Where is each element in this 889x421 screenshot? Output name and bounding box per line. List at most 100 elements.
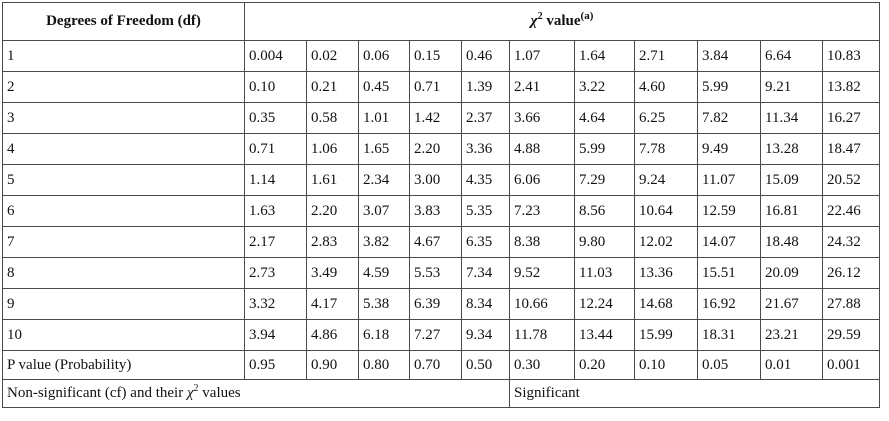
chi-value-cell: 4.35	[461, 164, 510, 196]
chi-value-cell: 2.20	[409, 133, 462, 165]
chi-value-cell: 15.51	[697, 257, 761, 289]
table-row: 5 1.14 1.61 2.34 3.00 4.35 6.06 7.29 9.24 11.07 15…	[2, 164, 880, 196]
chi-value-cell: 1.64	[574, 40, 635, 72]
chi-value-cell: 13.82	[822, 71, 880, 103]
chi-value-cell: 6.39	[409, 288, 462, 320]
chi-value-cell: 0.58	[306, 102, 359, 134]
chi-value-cell: 7.78	[634, 133, 698, 165]
chi-value-cell: 1.61	[306, 164, 359, 196]
chi-value-cell: 6.64	[760, 40, 823, 72]
chi-value-cell: 1.14	[244, 164, 307, 196]
chi-value-cell: 10.83	[822, 40, 880, 72]
chi-value-cell: 5.53	[409, 257, 462, 289]
non-significant-text: Non-significant (cf) and their	[7, 385, 187, 401]
table-row: 1 0.004 0.02 0.06 0.15 0.46 1.07 1.64 2.71 3.84 6.…	[2, 40, 880, 72]
chi-value-cell: 9.21	[760, 71, 823, 103]
p-value-cell: 0.80	[358, 350, 410, 380]
chi-value-cell: 11.03	[574, 257, 635, 289]
chi-value-cell: 0.15	[409, 40, 462, 72]
chi-value-cell: 0.45	[358, 71, 410, 103]
p-value-cell: 0.01	[760, 350, 823, 380]
df-cell: 3	[2, 102, 245, 134]
chi-value-cell: 2.37	[461, 102, 510, 134]
table-row: 10 3.94 4.86 6.18 7.27 9.34 11.78 13.44 15.99 18.…	[2, 319, 880, 351]
chi-value-cell: 2.83	[306, 226, 359, 258]
chi-value-cell: 1.42	[409, 102, 462, 134]
chi-value-cell: 16.81	[760, 195, 823, 227]
df-cell: 8	[2, 257, 245, 289]
chi-value-cell: 6.25	[634, 102, 698, 134]
chi-value-cell: 1.63	[244, 195, 307, 227]
p-value-cell: 0.70	[409, 350, 462, 380]
chi-value-cell: 4.59	[358, 257, 410, 289]
non-significant-tail: values	[198, 385, 241, 401]
header-row: Degrees of Freedom (df) χ2 value(a)	[2, 2, 880, 41]
chi-value-cell: 22.46	[822, 195, 880, 227]
chi-value-cell: 5.99	[574, 133, 635, 165]
chi-value-cell: 7.29	[574, 164, 635, 196]
table-row: 6 1.63 2.20 3.07 3.83 5.35 7.23 8.56 10.64 12.59 1…	[2, 195, 880, 227]
chi-value-cell: 4.17	[306, 288, 359, 320]
chi-value-cell: 18.47	[822, 133, 880, 165]
chi-value-cell: 1.65	[358, 133, 410, 165]
chi-value-cell: 0.02	[306, 40, 359, 72]
chi-value-cell: 4.86	[306, 319, 359, 351]
chi-square-value-header: χ2 value(a)	[244, 2, 880, 41]
significant-cell: Significant	[509, 379, 880, 408]
chi-value-cell: 0.21	[306, 71, 359, 103]
chi-square-table: Degrees of Freedom (df) χ2 value(a) 1 0.0…	[2, 2, 880, 408]
chi-value-cell: 3.32	[244, 288, 307, 320]
non-significant-cell: Non-significant (cf) and their χ2 values	[2, 379, 510, 408]
table-row: 3 0.35 0.58 1.01 1.42 2.37 3.66 4.64 6.25 7.82 11.…	[2, 102, 880, 134]
chi-value-cell: 29.59	[822, 319, 880, 351]
chi-value-cell: 11.34	[760, 102, 823, 134]
chi-value-cell: 0.10	[244, 71, 307, 103]
chi-value-cell: 7.82	[697, 102, 761, 134]
chi-value-cell: 3.82	[358, 226, 410, 258]
chi-value-cell: 12.02	[634, 226, 698, 258]
chi-value-cell: 3.36	[461, 133, 510, 165]
table-row: 8 2.73 3.49 4.59 5.53 7.34 9.52 11.03 13.36 15.51…	[2, 257, 880, 289]
chi-value-cell: 1.07	[509, 40, 575, 72]
chi-value-cell: 8.38	[509, 226, 575, 258]
p-value-row: P value (Probability) 0.95 0.90 0.80 0.7…	[2, 350, 880, 380]
chi-value-cell: 6.35	[461, 226, 510, 258]
df-cell: 7	[2, 226, 245, 258]
chi-value-cell: 11.07	[697, 164, 761, 196]
p-value-cell: 0.90	[306, 350, 359, 380]
table-row: 2 0.10 0.21 0.45 0.71 1.39 2.41 3.22 4.60 5.99 9.2…	[2, 71, 880, 103]
df-cell: 1	[2, 40, 245, 72]
chi-value-cell: 13.44	[574, 319, 635, 351]
chi-value-cell: 4.88	[509, 133, 575, 165]
value-header-text: value	[542, 13, 581, 29]
chi-value-cell: 3.84	[697, 40, 761, 72]
chi-value-cell: 9.34	[461, 319, 510, 351]
chi-value-cell: 21.67	[760, 288, 823, 320]
chi-value-cell: 15.99	[634, 319, 698, 351]
df-cell: 9	[2, 288, 245, 320]
chi-value-cell: 4.64	[574, 102, 635, 134]
chi-value-cell: 5.38	[358, 288, 410, 320]
chi-value-cell: 1.06	[306, 133, 359, 165]
chi-value-cell: 23.21	[760, 319, 823, 351]
table-row: 4 0.71 1.06 1.65 2.20 3.36 4.88 5.99 7.78 9.49 13.…	[2, 133, 880, 165]
chi-value-cell: 14.68	[634, 288, 698, 320]
chi-value-cell: 0.71	[244, 133, 307, 165]
chi-value-cell: 5.35	[461, 195, 510, 227]
chi-value-cell: 20.52	[822, 164, 880, 196]
df-cell: 10	[2, 319, 245, 351]
chi-value-cell: 16.27	[822, 102, 880, 134]
table-row: 9 3.32 4.17 5.38 6.39 8.34 10.66 12.24 14.68 16.9…	[2, 288, 880, 320]
chi-power: 2	[193, 383, 199, 394]
chi-value-cell: 6.18	[358, 319, 410, 351]
chi-value-cell: 3.22	[574, 71, 635, 103]
chi-value-cell: 4.60	[634, 71, 698, 103]
chi-value-cell: 0.35	[244, 102, 307, 134]
chi-value-cell: 1.39	[461, 71, 510, 103]
p-value-cell: 0.05	[697, 350, 761, 380]
chi-value-cell: 20.09	[760, 257, 823, 289]
df-header: Degrees of Freedom (df)	[2, 2, 245, 41]
chi-power: 2	[537, 11, 543, 22]
p-value-cell: 0.20	[574, 350, 635, 380]
p-value-cell: 0.30	[509, 350, 575, 380]
